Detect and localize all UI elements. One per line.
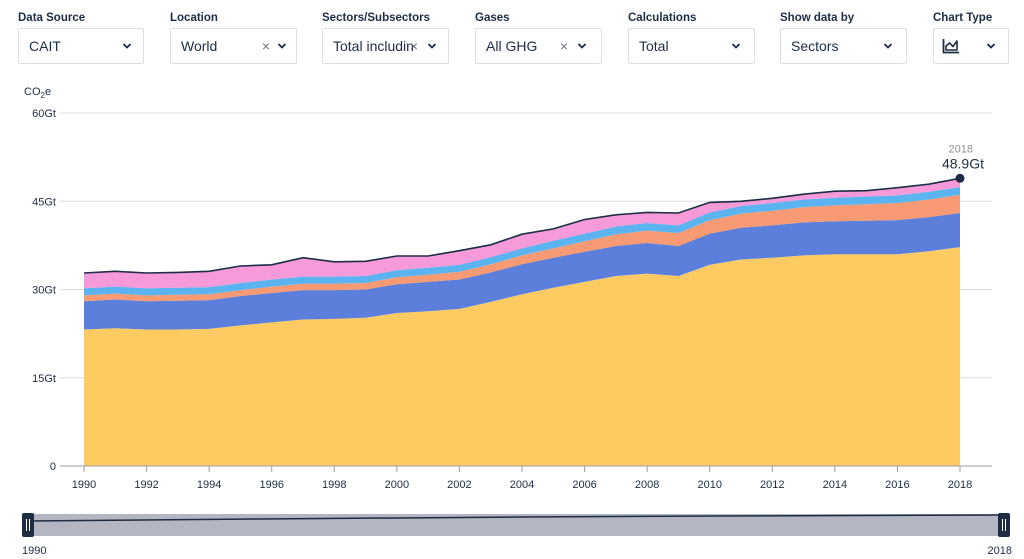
range-end-label: 2018 (988, 545, 1012, 557)
filter-label: Data Source (18, 12, 86, 24)
x-tick-label: 2014 (823, 479, 847, 491)
range-handle-end[interactable] (998, 513, 1010, 537)
filter-label: Chart Type (933, 12, 993, 24)
x-axis: 1990 1992 1994 1996 1998 2000 2002 2004 2006 2008… (60, 465, 992, 491)
chevron-down-icon (731, 43, 741, 49)
show-data-by-select[interactable]: Sectors (780, 28, 907, 64)
chart-type-select[interactable] (933, 28, 1009, 64)
chevron-down-icon (577, 43, 587, 49)
filter-location: Location World × (170, 10, 297, 64)
clear-icon[interactable]: × (261, 38, 271, 54)
select-value: Total includin (333, 38, 413, 54)
chevron-down-icon (427, 43, 437, 49)
x-tick-label: 2012 (760, 479, 784, 491)
gases-select[interactable]: All GHG × (475, 28, 602, 64)
area-series-5[interactable] (84, 178, 960, 289)
filter-label: Sectors/Subsectors (322, 12, 431, 24)
x-tick-label: 2008 (635, 479, 659, 491)
clear-icon[interactable]: × (559, 38, 569, 54)
select-value: Sectors (791, 38, 839, 54)
x-tick-label: 2006 (572, 479, 596, 491)
area-series-4[interactable] (84, 187, 960, 296)
filter-label: Gases (475, 12, 510, 24)
filter-bar: Data Source CAIT Location World × Sector… (0, 0, 1024, 70)
x-tick-label: 2000 (385, 479, 409, 491)
range-handle-start[interactable] (22, 513, 34, 537)
location-select[interactable]: World × (170, 28, 297, 64)
x-tick-label: 1994 (197, 479, 221, 491)
x-tick-label: 2004 (510, 479, 534, 491)
filter-sectors: Sectors/Subsectors Total includin × (322, 10, 449, 64)
filter-gases: Gases All GHG × (475, 10, 602, 64)
total-emissions-line (83, 177, 961, 274)
last-point-year: 2018 (949, 143, 973, 155)
area-chart-icon (942, 39, 959, 54)
chevron-down-icon (986, 43, 996, 49)
area-series-1[interactable] (84, 247, 960, 466)
area-series-2[interactable] (84, 213, 960, 330)
x-tick-label: 1998 (322, 479, 346, 491)
chevron-down-icon (883, 43, 893, 49)
filter-label: Calculations (628, 12, 697, 24)
filter-chart-type: Chart Type (933, 10, 1009, 64)
y-axis: 0 15Gt 30Gt 45Gt 60Gt (32, 108, 56, 473)
filter-calculations: Calculations Total (628, 10, 755, 64)
y-tick-label: 30Gt (32, 285, 56, 297)
filter-show-data-by: Show data by Sectors (780, 10, 907, 64)
x-tick-label: 1990 (72, 479, 96, 491)
chevron-down-icon (122, 43, 132, 49)
range-start-label: 1990 (22, 545, 46, 557)
select-value: Total (639, 38, 669, 54)
year-range-selector[interactable]: 1990 2018 (0, 508, 1024, 559)
filter-data-source: Data Source CAIT (18, 10, 144, 64)
calculations-select[interactable]: Total (628, 28, 755, 64)
x-tick-label: 1992 (134, 479, 158, 491)
filter-label: Location (170, 12, 218, 24)
y-tick-label: 0 (50, 461, 56, 473)
clear-icon[interactable]: × (409, 38, 419, 54)
x-tick-label: 2016 (885, 479, 909, 491)
y-tick-label: 60Gt (32, 108, 56, 120)
x-tick-label: 1996 (259, 479, 283, 491)
sectors-select[interactable]: Total includin × (322, 28, 449, 64)
y-tick-label: 15Gt (32, 373, 56, 385)
y-tick-label: 45Gt (32, 196, 56, 208)
stacked-areas (84, 178, 960, 466)
select-value: World (181, 38, 218, 54)
range-sparkline (27, 514, 1005, 522)
last-point-marker[interactable] (955, 173, 965, 183)
x-tick-label: 2018 (948, 479, 972, 491)
chevron-down-icon (277, 43, 287, 49)
area-series-3[interactable] (84, 194, 960, 302)
select-value: CAIT (29, 38, 61, 54)
x-tick-label: 2002 (447, 479, 471, 491)
filter-label: Show data by (780, 12, 855, 24)
y-axis-unit-label: CO2e (24, 86, 51, 100)
data-source-select[interactable]: CAIT (18, 28, 144, 64)
select-value: All GHG (486, 38, 538, 54)
x-tick-label: 2010 (697, 479, 721, 491)
last-point-value: 48.9Gt (942, 155, 984, 171)
